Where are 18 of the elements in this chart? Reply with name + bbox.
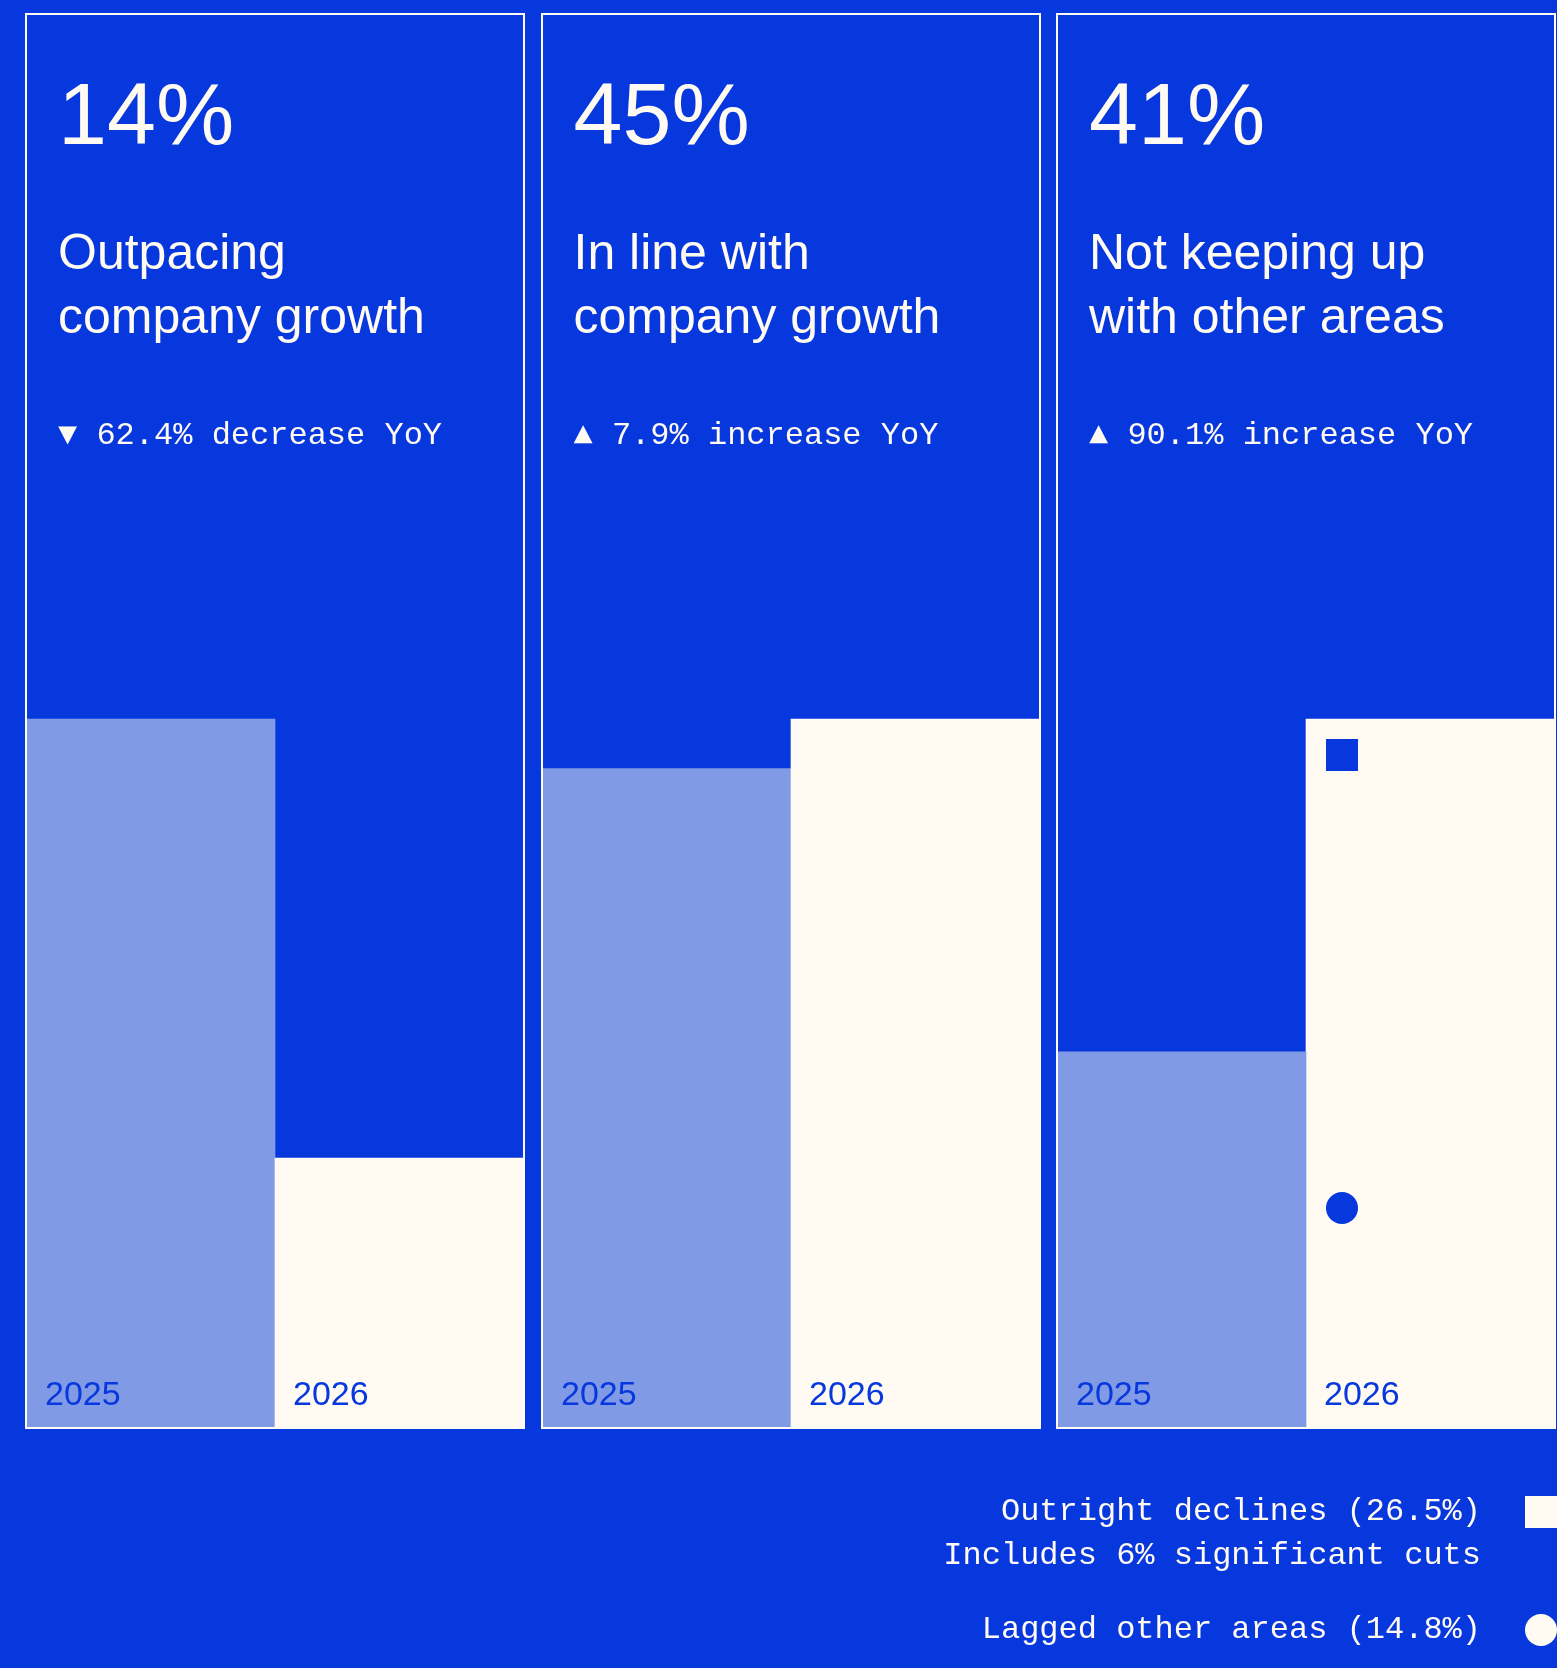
legend-label: Lagged other areas (14.8%) xyxy=(981,1610,1481,1650)
text: Includes 6% significant cuts xyxy=(943,1537,1481,1574)
legend-label: Outright declines (26.5%) xyxy=(1000,1493,1481,1530)
text: ▲ 7.9% increase YoY xyxy=(573,417,939,454)
chart-title: 45% xyxy=(573,64,750,163)
x-tick-label: 2025 xyxy=(560,1374,637,1413)
x-tick-label: 2026 xyxy=(1324,1374,1400,1413)
chart-subtitle: Outpacing company growth xyxy=(58,223,426,346)
chart-subtitle: Not keeping up with other areas xyxy=(1089,223,1446,346)
text: ▼ 62.4% decrease YoY xyxy=(58,417,443,454)
text: ▲ 90.1% increase YoY xyxy=(1089,417,1474,454)
x-tick-label: 2025 xyxy=(1076,1374,1152,1413)
x-tick-label: 2025 xyxy=(45,1374,121,1413)
chart-title: 14% xyxy=(58,64,235,163)
chart-subtitle: In line with company growth xyxy=(573,223,942,346)
x-tick-label: 2026 xyxy=(293,1374,369,1413)
x-tick-label: 2026 xyxy=(808,1374,885,1413)
chart-title: 41% xyxy=(1089,64,1266,163)
